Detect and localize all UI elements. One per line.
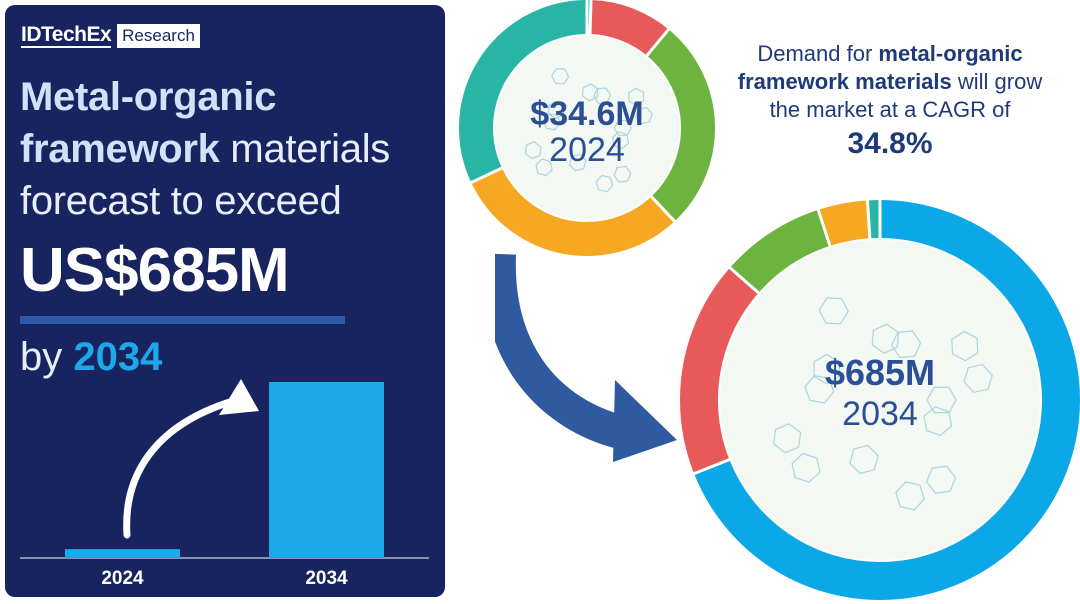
brand-name: IDTechEx — [21, 23, 112, 48]
headline-line2-rest: materials — [219, 127, 390, 171]
brand: IDTechEx Research — [21, 23, 200, 48]
donut-value-2034: $685M — [825, 352, 935, 393]
donut-separator — [816, 208, 832, 248]
brand-tag: Research — [117, 23, 200, 48]
bar-2034 — [269, 382, 384, 558]
donut-value-2024: $34.6M — [530, 95, 643, 133]
cagr-value: 34.8% — [847, 127, 933, 160]
donut-center — [720, 240, 1040, 560]
forecast-underline — [20, 316, 345, 324]
donut-separator — [588, 0, 593, 36]
donut-year-2034: 2034 — [842, 395, 918, 433]
donut-slice-2024-4 — [459, 0, 715, 256]
mini-bar-chart: 2024 2034 — [20, 379, 429, 589]
forecast-value: US$685M — [20, 236, 290, 305]
flow-arrow-icon — [495, 253, 677, 462]
summary-suffix: will grow the market at a CAGR of — [769, 69, 1043, 122]
bar-label-2034: 2034 — [305, 568, 348, 589]
headline-line3: forecast to exceed — [20, 179, 342, 223]
donut-slice-2024-3 — [459, 0, 715, 256]
headline-line2-bold: framework — [20, 127, 220, 171]
donut-separator — [645, 27, 671, 58]
headline-line1: Metal-organic — [20, 75, 277, 119]
molecule-pattern-icon — [773, 297, 993, 511]
donut-slice-2034-2 — [680, 200, 1080, 600]
by-prefix: by — [20, 335, 74, 379]
left-panel: IDTechEx Research Metal-organic framewor… — [5, 5, 445, 597]
donut-separator — [469, 166, 504, 185]
molecule-pattern-icon — [524, 68, 653, 193]
growth-arrow-icon — [123, 397, 237, 539]
donut-separator — [865, 199, 872, 240]
summary-bold: metal-organic framework materials — [737, 41, 1023, 94]
growth-arrow-head-icon — [219, 379, 259, 415]
bar-label-2024: 2024 — [101, 568, 144, 589]
by-year: 2034 — [73, 335, 163, 379]
donut-separator — [692, 457, 731, 476]
headline: Metal-organic framework materials foreca… — [20, 71, 440, 227]
donut-separator — [728, 265, 761, 295]
donut-year-2024: 2024 — [549, 131, 625, 169]
summary-prefix: Demand for — [757, 41, 879, 66]
donut-separator — [649, 194, 677, 224]
bar-2024 — [65, 549, 180, 558]
by-line: by 2034 — [20, 331, 162, 383]
cagr-summary: Demand for metal-organic framework mater… — [725, 40, 1055, 164]
